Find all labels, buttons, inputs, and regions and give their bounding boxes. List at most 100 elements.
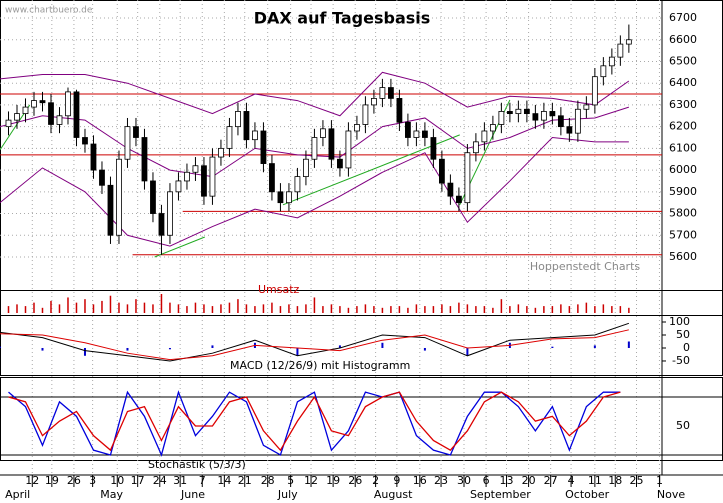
candle-body <box>549 111 556 117</box>
x-tick-label: 7 <box>199 474 206 487</box>
volume-bar <box>288 304 290 313</box>
candle-body <box>269 163 275 193</box>
y-tick-label: -50 <box>672 354 690 367</box>
volume-bar <box>517 304 520 313</box>
x-tick-label: 6 <box>483 474 490 487</box>
candle-body <box>396 98 403 123</box>
volume-bar <box>619 306 622 313</box>
volume-bar <box>560 304 562 313</box>
volume-bar <box>568 306 571 313</box>
volume-bar <box>50 300 52 313</box>
trend-line <box>282 134 460 206</box>
histogram-bar <box>423 347 426 351</box>
candle-body <box>158 213 165 236</box>
volume-bar <box>220 304 222 313</box>
candle-body <box>286 191 292 204</box>
x-tick-label: 19 <box>326 474 340 487</box>
credit: Hoppenstedt Charts <box>530 260 641 273</box>
x-tick-label: 28 <box>261 474 275 487</box>
candle-body <box>617 43 624 58</box>
volume-bar <box>160 294 163 313</box>
volume-bar <box>500 299 503 313</box>
volume-bar <box>449 306 452 313</box>
volume-bar <box>262 304 265 313</box>
bollinger-band <box>0 106 630 178</box>
candle-body <box>303 158 309 178</box>
candle-body <box>464 152 471 204</box>
volume-bar <box>526 306 528 313</box>
y-tick-label: 50 <box>676 328 690 341</box>
volume-bar <box>534 307 537 313</box>
candle-body <box>218 147 224 158</box>
volume-bar <box>347 307 350 313</box>
x-tick-label: 3 <box>89 474 96 487</box>
volume-bar <box>203 304 205 313</box>
candle-body <box>107 184 114 236</box>
x-tick-label: 2 <box>372 474 379 487</box>
candle-body <box>608 56 615 67</box>
volume-bar <box>135 299 137 313</box>
volume-bar <box>7 306 10 313</box>
candle-body <box>600 65 607 78</box>
candle-body <box>22 106 29 115</box>
candle-body <box>116 158 122 236</box>
y-tick-label: 6400 <box>669 76 697 89</box>
y-tick-label: 6600 <box>669 33 697 46</box>
volume-bar <box>458 302 460 313</box>
volume-bar <box>58 304 61 313</box>
volume-bar <box>594 306 596 313</box>
y-tick-label: 6700 <box>669 11 697 24</box>
volume-bar <box>254 306 256 313</box>
candle-body <box>260 130 267 164</box>
candle-body <box>591 76 598 106</box>
x-tick-label: 31 <box>173 474 187 487</box>
histogram-bar <box>466 347 469 356</box>
y-tick-label: 50 <box>676 419 690 432</box>
volume-bar <box>415 304 418 313</box>
month-label: Nove <box>657 488 685 501</box>
stochastic-line <box>8 390 621 457</box>
y-tick-label: 5700 <box>669 228 697 241</box>
candle-body <box>455 195 462 204</box>
volume-bar <box>543 306 545 313</box>
histogram-bar <box>593 345 596 348</box>
x-tick-label: 1 <box>656 474 663 487</box>
volume-bar <box>313 297 316 313</box>
candle-body <box>574 108 581 134</box>
candle-body <box>82 137 88 145</box>
volume-bar <box>322 306 324 313</box>
candle-body <box>226 126 233 149</box>
volume-bar <box>33 302 35 313</box>
trend-line <box>154 236 205 258</box>
volume-bar <box>628 307 630 313</box>
candle-body <box>371 98 377 106</box>
candle-body <box>150 180 156 214</box>
candle-body <box>201 165 207 197</box>
volume-bar <box>228 302 231 313</box>
volume-bar <box>169 302 171 313</box>
volume-bar <box>186 306 188 313</box>
candle-body <box>294 176 301 193</box>
candle-body <box>39 100 46 104</box>
y-tick-label: 6500 <box>669 54 697 67</box>
candle-body <box>175 180 182 193</box>
candle-body <box>354 124 360 132</box>
candle-body <box>192 165 199 173</box>
x-tick-label: 30 <box>457 474 471 487</box>
volume-bar <box>101 300 103 313</box>
x-tick-label: 21 <box>238 474 252 487</box>
volume-bar <box>424 306 426 313</box>
volume-bar <box>330 304 333 313</box>
x-tick-label: 16 <box>413 474 427 487</box>
candle-body <box>472 141 479 154</box>
x-tick-label: 26 <box>348 474 362 487</box>
x-tick-label: 12 <box>304 474 318 487</box>
y-tick-label: 100 <box>669 315 690 328</box>
candle-body <box>557 115 564 128</box>
y-tick-label: 5600 <box>669 250 697 263</box>
volume-bar <box>577 304 579 313</box>
y-tick-label: 6000 <box>669 163 697 176</box>
candle-body <box>320 128 326 138</box>
histogram-bar <box>627 341 630 348</box>
x-tick-label: 9 <box>393 474 400 487</box>
